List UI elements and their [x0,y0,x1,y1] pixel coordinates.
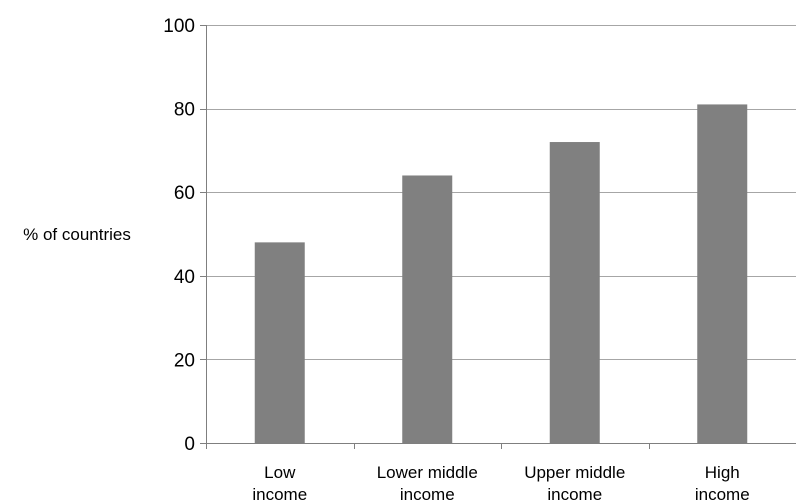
y-tick-label: 0 [184,434,195,455]
x-tick-label-line: income [547,485,602,504]
y-tick-label: 60 [174,183,195,204]
x-tick-label-line: income [252,485,307,504]
x-tick-label-line: Low [264,463,296,482]
y-tick-labels: 0 20 40 60 80 100 [163,16,195,455]
bar-2 [549,142,600,444]
bar-1 [402,175,453,444]
x-tick-label-line: Lower middle [377,463,478,482]
bars [254,104,748,444]
y-axis-label: % of countries [23,225,131,244]
x-tick-labels: Low income Lower middle income Upper middle i… [252,463,749,504]
x-tick-label-line: income [400,485,455,504]
y-tick-label: 100 [163,16,195,37]
x-tick-label: Low income [252,463,307,504]
y-tick-label: 20 [174,350,195,371]
axes [200,25,796,449]
x-tick-label: Upper middle income [524,463,625,504]
bar-0 [254,242,305,443]
x-tick-label-line: Upper middle [524,463,625,482]
x-tick-label-line: income [695,485,750,504]
y-tick-label: 40 [174,267,195,288]
bar-3 [697,104,748,444]
x-tick-label-line: High [705,463,740,482]
x-tick-label: Lower middle income [377,463,478,504]
y-tick-label: 80 [174,100,195,121]
x-tick-label: High income [695,463,750,504]
